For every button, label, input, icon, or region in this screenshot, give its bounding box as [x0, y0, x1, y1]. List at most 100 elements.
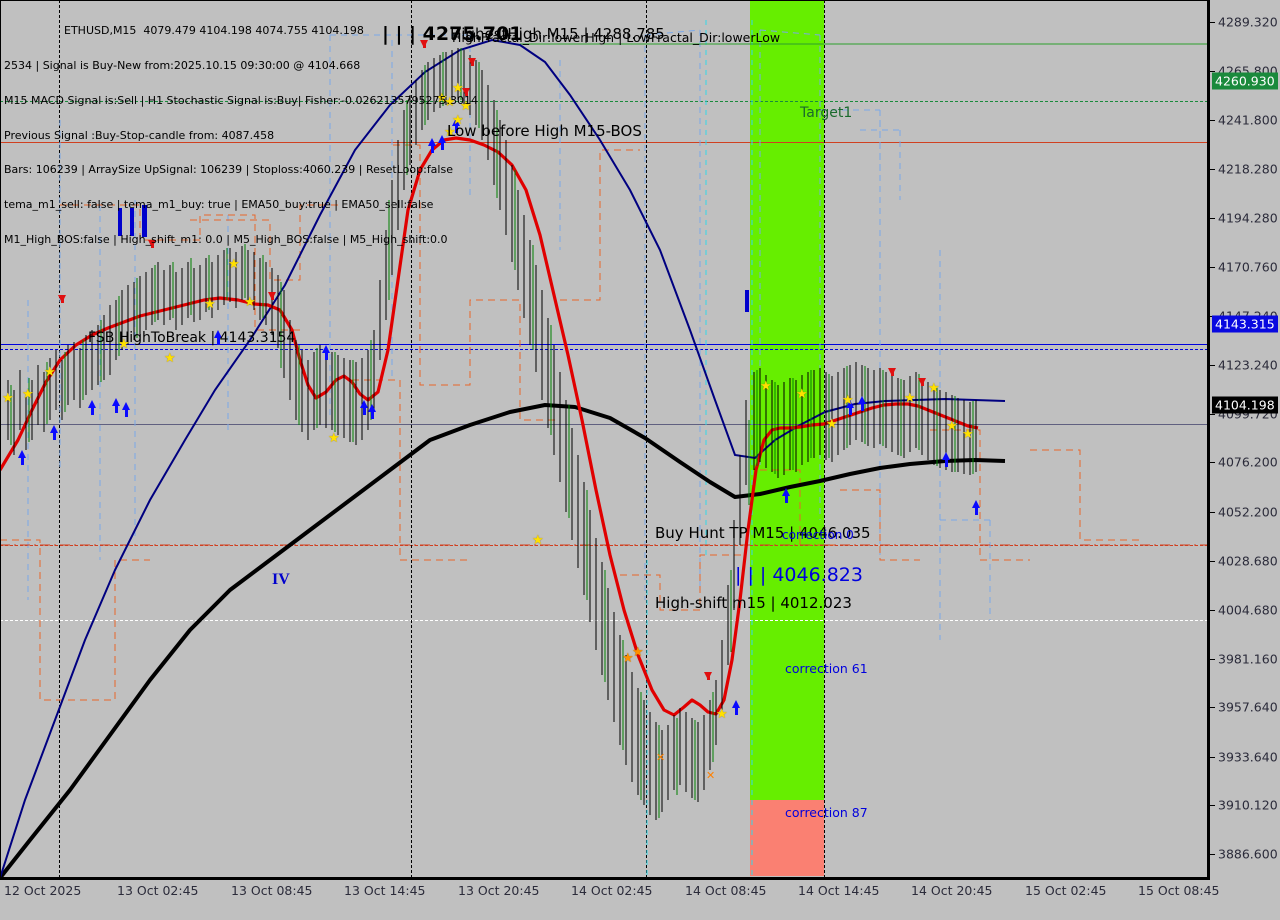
price-tick: [1210, 266, 1215, 268]
zone-green: [750, 0, 824, 800]
price-tick-label: 4028.680: [1218, 553, 1278, 568]
price-tick-label: 4194.280: [1218, 210, 1278, 226]
signal-star: ★: [204, 297, 216, 312]
sell-arrow: [58, 295, 66, 303]
price-tick-label: 4170.760: [1218, 259, 1278, 275]
buy-arrow: [942, 452, 950, 467]
sell-arrow: [462, 88, 470, 96]
price-tick-label: 3933.640: [1218, 749, 1278, 765]
overlay-price-big: | | | 4275.701: [382, 23, 523, 45]
overlay-highest-high: HighestHigh M15 | 4288.785: [450, 25, 665, 43]
sell-arrow: [468, 58, 476, 66]
price-tick-label: 3957.640: [1218, 699, 1278, 715]
price-axis[interactable]: 4289.320 4265.800 4241.800 4218.280 4194.280…: [1210, 0, 1280, 878]
wave-marker-bar: [142, 205, 147, 237]
price-badge-last[interactable]: 4104.198: [1212, 396, 1278, 413]
info-line-macd: M15 MACD Signal is:Sell | H1 Stochastic …: [4, 93, 479, 107]
day-separator: [411, 0, 412, 878]
price-tick: [1210, 22, 1215, 24]
signal-star: ★: [444, 125, 456, 140]
info-line-signal: 2534 | Signal is Buy-New from:2025.10.15…: [4, 58, 361, 72]
price-tick: [1210, 120, 1215, 122]
sell-arrow: [420, 40, 428, 48]
annotation-big-price: | | | 4046.823: [735, 564, 863, 586]
price-tick-label: 4123.240: [1218, 357, 1278, 373]
cross-mark: ✕: [706, 769, 716, 782]
price-tick: [1210, 658, 1215, 660]
buy-arrow: [428, 138, 436, 153]
price-tick-label: 3910.120: [1218, 797, 1278, 813]
price-tick: [1210, 70, 1215, 72]
sell-arrow: [918, 378, 926, 386]
info-line-previous-signal: Previous Signal :Buy-Stop-candle from: 4…: [4, 128, 275, 142]
chart-plot-area[interactable]: IV ★ ★ ★ ★ ★ ★ ★: [0, 0, 1210, 880]
time-tick-label: 14 Oct 08:45: [685, 883, 767, 898]
signal-star: ★: [452, 113, 464, 128]
signal-star: ★: [842, 393, 854, 408]
price-tick-label: 4218.280: [1218, 161, 1278, 177]
level-line-fsb: [0, 344, 1208, 345]
signal-star: ★: [760, 379, 772, 394]
level-line-last: [0, 424, 1208, 425]
signal-star: ★: [460, 99, 472, 114]
level-line-fsb2: [0, 349, 1208, 350]
price-tick: [1210, 168, 1215, 170]
annotation-correction-87: correction 87: [785, 805, 868, 820]
signal-star: ★: [22, 387, 34, 402]
time-tick-label: 13 Oct 14:45: [344, 883, 426, 898]
price-tick-label: 4289.320: [1218, 14, 1278, 30]
signal-star: ★: [796, 387, 808, 402]
buy-arrow: [972, 500, 980, 515]
buy-arrow: [214, 330, 222, 345]
sell-arrow: [148, 240, 156, 248]
price-badge-level[interactable]: 4143.315: [1212, 315, 1278, 333]
time-tick-label: 15 Oct 02:45: [1025, 883, 1107, 898]
info-line-bos: M1_High_BOS:false | High_shift_m1: 0.0 |…: [4, 232, 448, 246]
signal-star: ★: [904, 391, 916, 406]
time-tick-label: 12 Oct 2025: [4, 883, 82, 898]
signal-star: ★: [2, 391, 14, 406]
buy-arrow: [858, 396, 866, 411]
signal-star: ★: [826, 417, 838, 432]
buy-arrow: [112, 398, 120, 413]
signal-star: ★: [244, 295, 256, 310]
price-tick-label: 4052.200: [1218, 504, 1278, 520]
annotation-target1: Target1: [800, 105, 853, 121]
wave-marker-bar: [130, 208, 134, 236]
time-tick-label: 14 Oct 20:45: [911, 883, 993, 898]
price-tick: [1210, 413, 1215, 415]
price-tick: [1210, 756, 1215, 758]
annotation-correction-61: correction 61: [785, 661, 868, 676]
level-line-highshift: [0, 620, 1208, 621]
zone-red: [750, 800, 824, 876]
overlay-fractal-dir: HighFractal_Dir:lowerHigh | LowFractal_D…: [452, 30, 781, 45]
time-tick-label: 13 Oct 08:45: [231, 883, 313, 898]
buy-arrow: [360, 400, 368, 415]
time-axis[interactable]: 12 Oct 2025 13 Oct 02:45 13 Oct 08:45 13 Oc…: [0, 880, 1280, 920]
sell-arrow: [888, 368, 896, 376]
signal-star: ★: [228, 257, 240, 272]
signal-star: ★: [164, 351, 176, 366]
day-separator: [824, 0, 825, 878]
price-tick: [1210, 805, 1215, 807]
info-line-tema: tema_m1_sell: false | tema_m1_buy: true …: [4, 198, 434, 212]
price-badge-target[interactable]: 4260.930: [1212, 72, 1278, 90]
buy-arrow: [438, 135, 446, 150]
price-tick: [1210, 218, 1215, 220]
level-line-target1: [0, 101, 1208, 102]
chart-info-block: ETHUSD,M15 4079.479 4104.198 4074.755 41…: [4, 2, 478, 269]
signal-star: ★: [436, 91, 448, 106]
level-line-bos: [0, 142, 1208, 143]
buy-arrow: [50, 425, 58, 440]
wave-marker-i: [745, 290, 749, 312]
time-tick-label: 13 Oct 02:45: [117, 883, 199, 898]
price-tick: [1210, 511, 1215, 513]
signal-star: ★: [622, 651, 634, 666]
sell-arrow: [704, 672, 712, 680]
wave-marker-iv: IV: [272, 571, 290, 588]
cross-mark: ✕: [656, 751, 666, 764]
time-tick-label: 13 Oct 20:45: [458, 883, 540, 898]
buy-arrow: [122, 402, 130, 417]
chart-series-layer: [0, 20, 1208, 878]
